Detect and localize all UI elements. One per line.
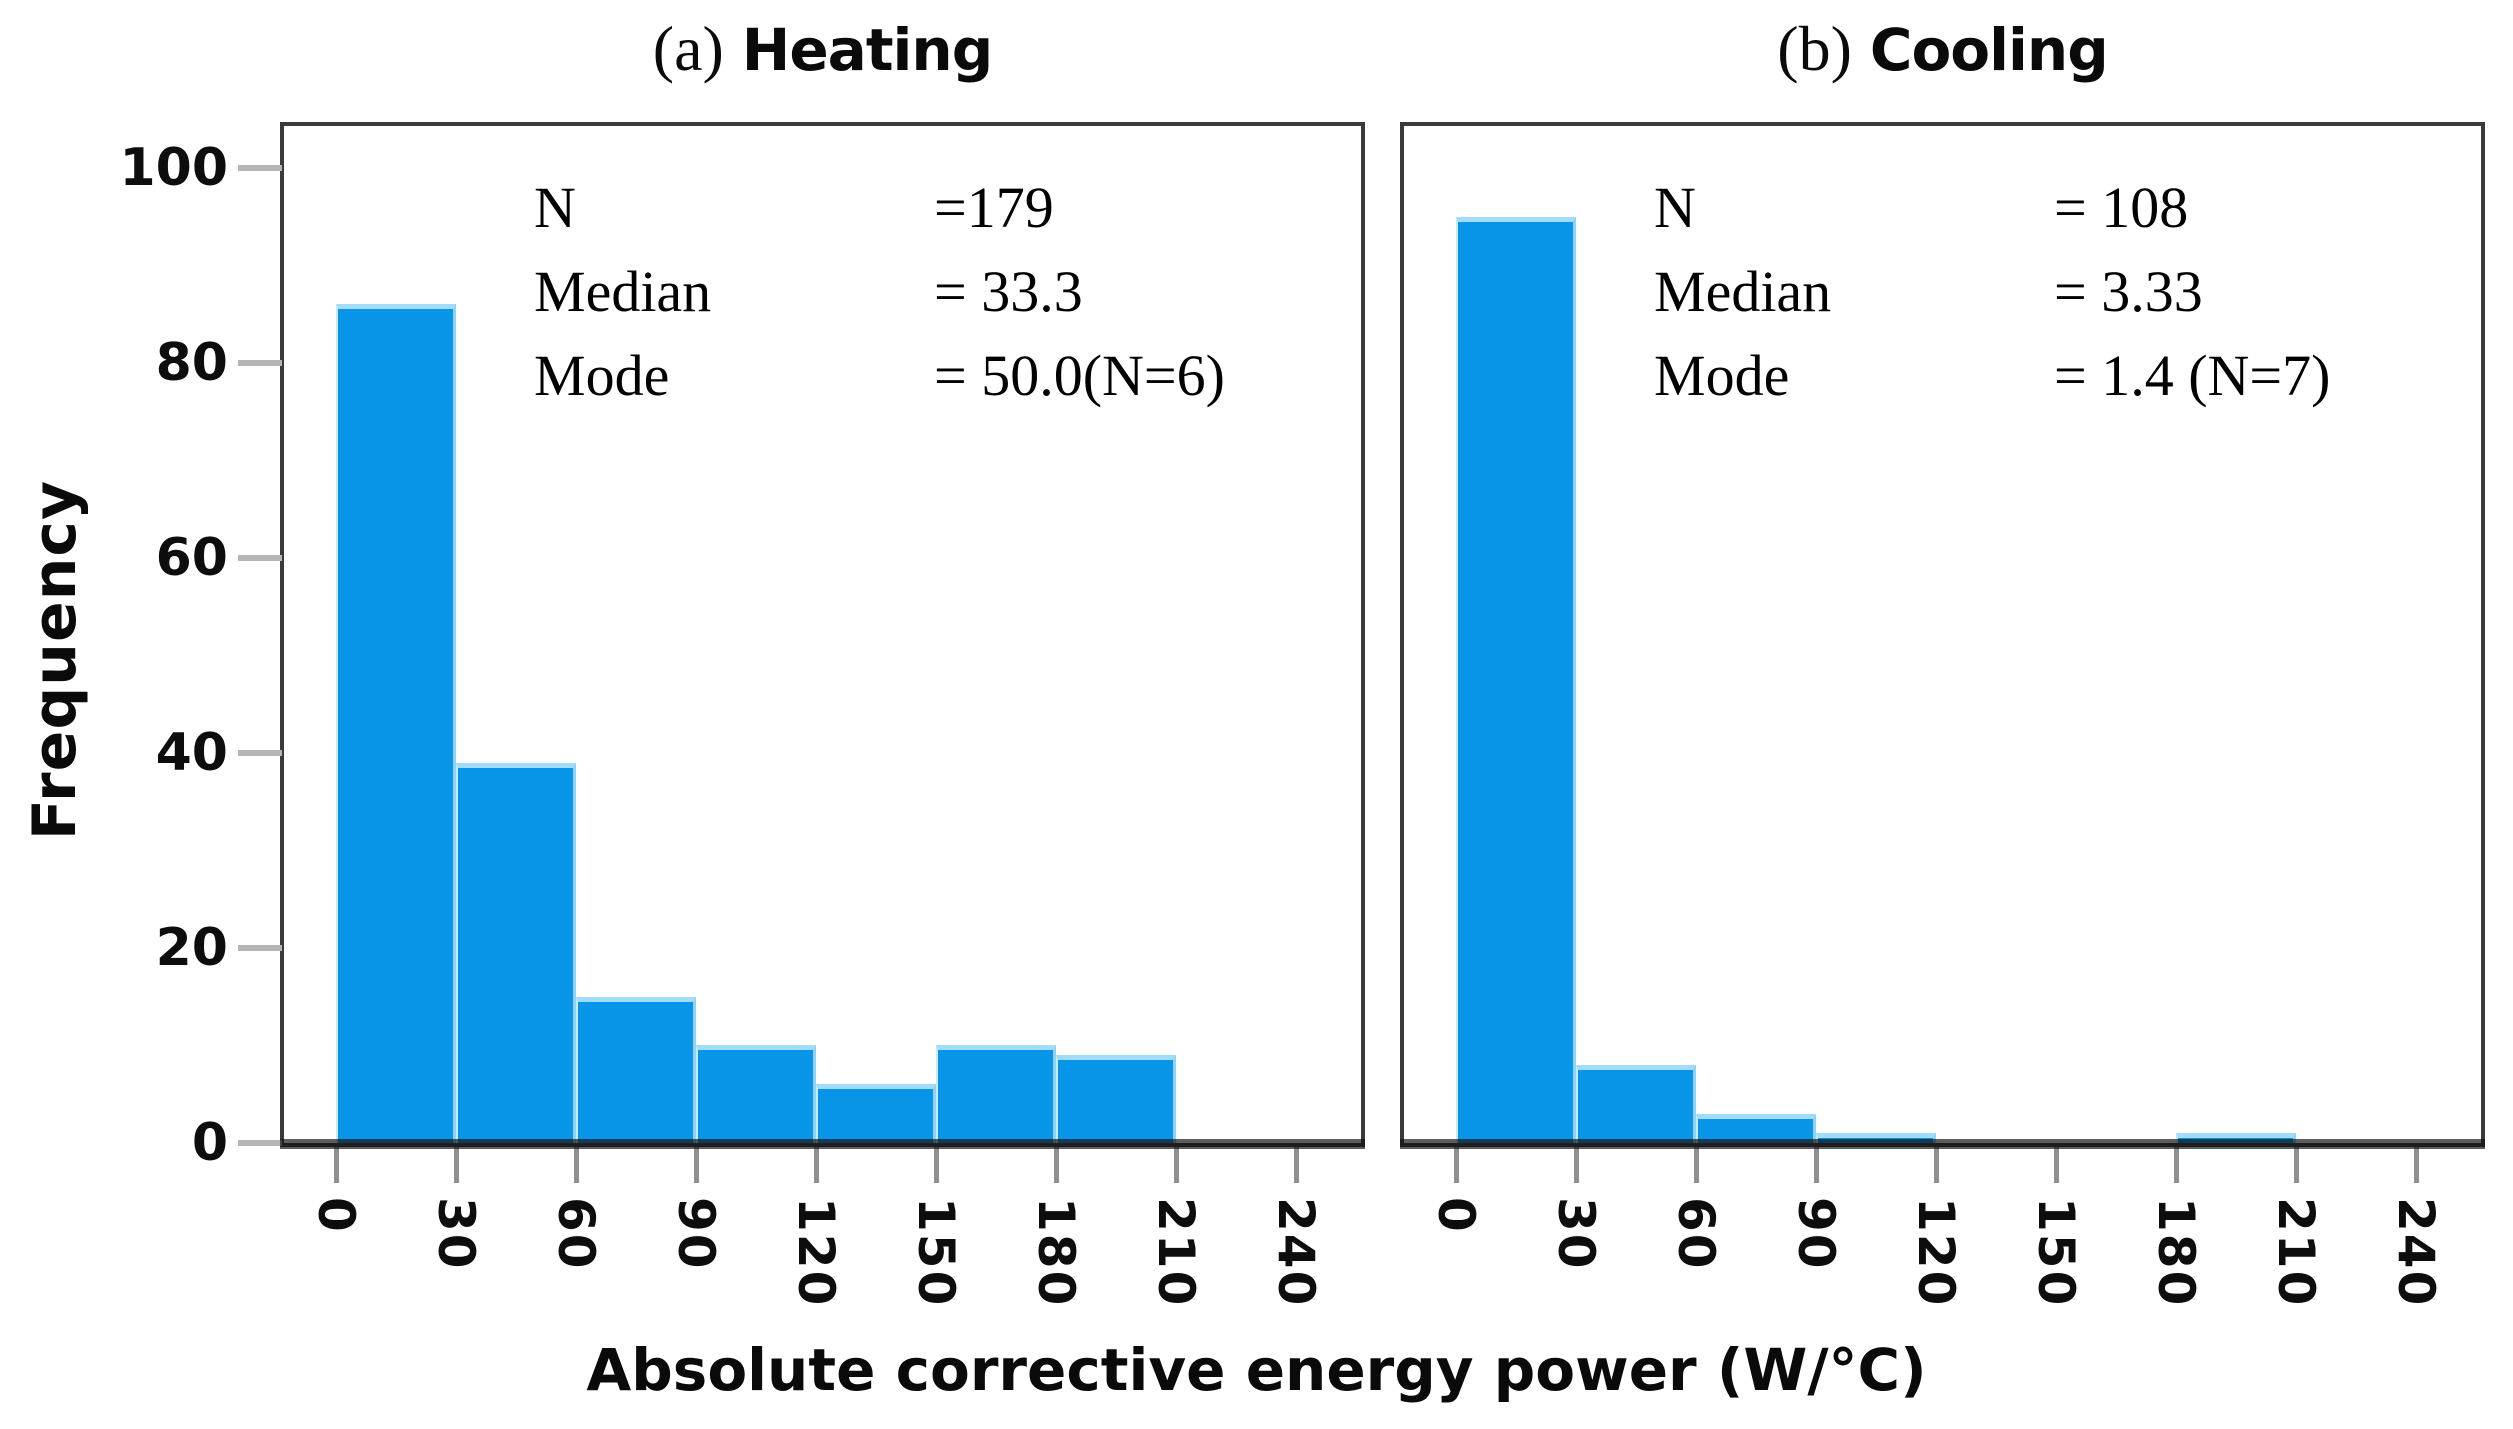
y-tick-label: 60 xyxy=(155,528,228,588)
stats-label: Median xyxy=(1654,259,1832,324)
x-tick-mark xyxy=(1174,1147,1179,1183)
x-tick-label: 180 xyxy=(2147,1197,2205,1308)
histogram-bar-heating-180 xyxy=(1056,1055,1176,1143)
heating-panel: N =179 Median = 33.3 Mode = 50.0(N=6) xyxy=(280,122,1365,1149)
x-tick-mark xyxy=(934,1147,939,1183)
x-axis-title: Absolute corrective energy power (W/°C) xyxy=(586,1336,1927,1404)
stats-value: =179 xyxy=(934,175,1054,240)
x-tick-mark xyxy=(334,1147,339,1183)
y-tick-label: 40 xyxy=(155,723,228,783)
x-tick-label: 150 xyxy=(907,1197,965,1308)
stats-row: Mode = 1.4 (N=7) xyxy=(1654,334,2330,418)
stats-row: N = 108 xyxy=(1654,166,2330,250)
x-tick-mark xyxy=(574,1147,579,1183)
y-tick-mark xyxy=(238,750,282,756)
x-tick-mark xyxy=(1814,1147,1819,1183)
stats-value: = 108 xyxy=(2054,175,2189,240)
x-tick-mark xyxy=(1294,1147,1299,1183)
histogram-bar-cooling-60 xyxy=(1696,1114,1816,1143)
x-tick-mark xyxy=(454,1147,459,1183)
x-axis-line xyxy=(1400,1139,2485,1149)
histogram-bar-heating-30 xyxy=(456,763,576,1143)
y-tick-mark xyxy=(238,360,282,366)
y-tick-mark xyxy=(238,165,282,171)
x-tick-mark xyxy=(694,1147,699,1183)
stats-label: N xyxy=(1654,175,1696,240)
y-tick-label: 100 xyxy=(119,138,228,198)
stats-value: = 50.0(N=6) xyxy=(934,343,1225,408)
x-tick-label: 30 xyxy=(427,1197,485,1271)
stats-label: Mode xyxy=(534,343,670,408)
stats-label: Mode xyxy=(1654,343,1790,408)
x-tick-label: 30 xyxy=(1547,1197,1605,1271)
cooling-panel: N = 108 Median = 3.33 Mode = 1.4 (N=7) xyxy=(1400,122,2485,1149)
y-tick-label: 20 xyxy=(155,918,228,978)
histogram-bar-heating-90 xyxy=(696,1045,816,1143)
stats-row: Median = 3.33 xyxy=(1654,250,2330,334)
x-tick-label: 90 xyxy=(667,1197,725,1271)
x-tick-label: 120 xyxy=(1907,1197,1965,1308)
panel-a-index-label: (a) xyxy=(652,13,724,84)
histogram-bar-heating-150 xyxy=(936,1045,1056,1143)
histogram-bar-heating-0 xyxy=(336,304,456,1143)
stats-label: Median xyxy=(534,259,712,324)
stats-row: N =179 xyxy=(534,166,1225,250)
panel-b-title-text: Cooling xyxy=(1869,16,2109,84)
x-tick-label: 60 xyxy=(1667,1197,1725,1271)
histogram-bar-cooling-90 xyxy=(1816,1133,1936,1143)
stats-value: = 1.4 (N=7) xyxy=(2054,343,2331,408)
x-tick-label: 0 xyxy=(1427,1197,1485,1234)
y-tick-label: 0 xyxy=(191,1113,228,1173)
stats-value: = 33.3 xyxy=(934,259,1083,324)
y-tick-mark xyxy=(238,1140,282,1146)
x-tick-mark xyxy=(1694,1147,1699,1183)
x-tick-label: 150 xyxy=(2027,1197,2085,1308)
panel-b-index-label: (b) xyxy=(1777,13,1852,84)
panel-a-title: (a) Heating xyxy=(280,6,1365,98)
x-tick-label: 240 xyxy=(2387,1197,2445,1308)
x-tick-mark xyxy=(2414,1147,2419,1183)
histogram-bar-cooling-0 xyxy=(1456,217,1576,1143)
y-tick-label: 80 xyxy=(155,333,228,393)
panel-b-title: (b) Cooling xyxy=(1400,6,2485,98)
x-axis-line xyxy=(280,1139,1365,1149)
x-tick-mark xyxy=(1454,1147,1459,1183)
histogram-bar-heating-120 xyxy=(816,1084,936,1143)
x-tick-mark xyxy=(1934,1147,1939,1183)
stats-block: N =179 Median = 33.3 Mode = 50.0(N=6) xyxy=(534,166,1225,418)
x-tick-label: 210 xyxy=(1147,1197,1205,1308)
panel-a-title-text: Heating xyxy=(741,16,993,84)
histogram-bar-heating-60 xyxy=(576,997,696,1143)
stats-row: Median = 33.3 xyxy=(534,250,1225,334)
x-tick-mark xyxy=(814,1147,819,1183)
x-tick-mark xyxy=(2174,1147,2179,1183)
x-tick-label: 60 xyxy=(547,1197,605,1271)
x-tick-mark xyxy=(1574,1147,1579,1183)
y-tick-mark xyxy=(238,945,282,951)
x-tick-mark xyxy=(2054,1147,2059,1183)
stats-value: = 3.33 xyxy=(2054,259,2203,324)
x-tick-label: 210 xyxy=(2267,1197,2325,1308)
stats-block: N = 108 Median = 3.33 Mode = 1.4 (N=7) xyxy=(1654,166,2330,418)
x-tick-label: 0 xyxy=(307,1197,365,1234)
x-tick-label: 90 xyxy=(1787,1197,1845,1271)
y-tick-mark xyxy=(238,555,282,561)
x-tick-mark xyxy=(2294,1147,2299,1183)
x-tick-label: 240 xyxy=(1267,1197,1325,1308)
histogram-bar-cooling-180 xyxy=(2176,1133,2296,1143)
stats-label: N xyxy=(534,175,576,240)
histogram-bar-cooling-30 xyxy=(1576,1065,1696,1143)
stats-row: Mode = 50.0(N=6) xyxy=(534,334,1225,418)
x-tick-mark xyxy=(1054,1147,1059,1183)
x-tick-label: 120 xyxy=(787,1197,845,1308)
x-tick-label: 180 xyxy=(1027,1197,1085,1308)
